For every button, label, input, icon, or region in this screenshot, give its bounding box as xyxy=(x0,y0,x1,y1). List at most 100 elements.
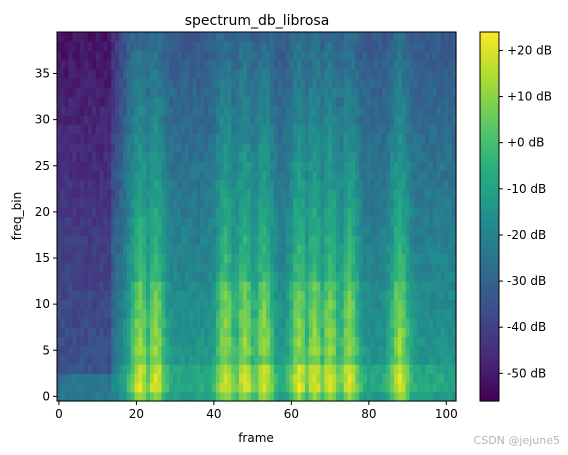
heatmap-cell xyxy=(370,133,376,144)
heatmap-cell xyxy=(211,198,217,208)
heatmap-cell xyxy=(215,234,221,245)
heatmap-cell xyxy=(142,234,147,245)
colorbar-segment xyxy=(480,225,499,231)
heatmap-cell xyxy=(351,336,356,347)
heatmap-cell xyxy=(281,32,287,42)
heatmap-cell xyxy=(99,345,105,356)
heatmap-cell xyxy=(258,354,263,365)
heatmap-cell xyxy=(425,244,430,254)
heatmap-cell xyxy=(76,105,81,116)
heatmap-cell xyxy=(382,281,387,291)
heatmap-cell xyxy=(157,50,163,61)
heatmap-cell xyxy=(161,225,167,236)
heatmap-cell xyxy=(242,234,248,245)
heatmap-cell xyxy=(146,133,151,144)
heatmap-cell xyxy=(196,225,201,236)
heatmap-cell xyxy=(99,244,105,254)
heatmap-cell xyxy=(111,327,116,338)
heatmap-cell xyxy=(312,170,318,181)
heatmap-cell xyxy=(285,170,291,181)
heatmap-cell xyxy=(157,234,163,245)
heatmap-cell xyxy=(246,207,252,218)
heatmap-cell xyxy=(273,391,279,402)
heatmap-cell xyxy=(173,87,178,98)
heatmap-cell xyxy=(246,142,252,153)
heatmap-cell xyxy=(339,225,345,236)
heatmap-cell xyxy=(316,207,322,218)
heatmap-cell xyxy=(196,68,201,79)
heatmap-cell xyxy=(122,317,128,328)
heatmap-cell xyxy=(405,299,411,310)
heatmap-cell xyxy=(374,253,380,264)
heatmap-cell xyxy=(293,179,298,190)
heatmap-cell xyxy=(339,281,345,291)
heatmap-cell xyxy=(390,244,395,254)
heatmap-cell xyxy=(204,78,209,88)
heatmap-cell xyxy=(165,290,170,301)
heatmap-cell xyxy=(308,32,314,42)
heatmap-cell xyxy=(211,188,217,199)
heatmap-cell xyxy=(417,281,422,291)
heatmap-cell xyxy=(138,391,143,402)
heatmap-cell xyxy=(211,105,217,116)
heatmap-cell xyxy=(397,170,403,181)
heatmap-cell xyxy=(107,59,112,70)
heatmap-cell xyxy=(177,41,182,52)
heatmap-cell xyxy=(242,50,248,61)
heatmap-cell xyxy=(153,50,159,61)
heatmap-cell xyxy=(91,115,97,125)
heatmap-cell xyxy=(87,59,93,70)
colorbar-segment xyxy=(480,110,499,116)
heatmap-cell xyxy=(227,253,232,264)
heatmap-cell xyxy=(444,244,449,254)
heatmap-cell xyxy=(165,32,170,42)
heatmap-cell xyxy=(332,327,337,338)
heatmap-cell xyxy=(231,290,236,301)
heatmap-cell xyxy=(126,207,132,218)
heatmap-cell xyxy=(409,373,414,384)
heatmap-cell xyxy=(308,308,314,319)
heatmap-cell xyxy=(386,253,391,264)
heatmap-cell xyxy=(428,345,434,356)
heatmap-cell xyxy=(76,391,81,402)
heatmap-cell xyxy=(99,59,105,70)
heatmap-cell xyxy=(242,142,248,153)
heatmap-cell xyxy=(328,170,333,181)
heatmap-cell xyxy=(107,327,112,338)
heatmap-cell xyxy=(115,50,120,61)
heatmap-cell xyxy=(425,262,430,273)
heatmap-cell xyxy=(68,198,74,208)
heatmap-cell xyxy=(312,382,318,393)
heatmap-cell xyxy=(231,179,236,190)
heatmap-cell xyxy=(285,364,291,374)
heatmap-cell xyxy=(293,299,298,310)
heatmap-cell xyxy=(223,87,229,98)
heatmap-cell xyxy=(293,124,298,135)
heatmap-cell xyxy=(359,32,364,42)
colorbar-segment xyxy=(480,359,499,365)
heatmap-cell xyxy=(196,124,201,135)
heatmap-cell xyxy=(72,133,77,144)
heatmap-cell xyxy=(343,179,349,190)
heatmap-cell xyxy=(328,96,333,107)
heatmap-cell xyxy=(448,225,453,236)
heatmap-cell xyxy=(270,308,275,319)
heatmap-cell xyxy=(452,327,457,338)
heatmap-cell xyxy=(204,364,209,374)
heatmap-cell xyxy=(289,225,294,236)
heatmap-cell xyxy=(436,151,442,162)
heatmap-cell xyxy=(153,124,159,135)
colorbar-segment xyxy=(480,304,499,310)
heatmap-cell xyxy=(200,96,205,107)
heatmap-cell xyxy=(425,78,430,88)
heatmap-cell xyxy=(366,78,372,88)
heatmap-cell xyxy=(130,225,136,236)
heatmap-cell xyxy=(103,308,108,319)
heatmap-cell xyxy=(231,364,236,374)
heatmap-cell xyxy=(297,198,302,208)
heatmap-cell xyxy=(425,87,430,98)
heatmap-cell xyxy=(382,327,387,338)
heatmap-cell xyxy=(192,78,198,88)
heatmap-cell xyxy=(99,151,105,162)
heatmap-cell xyxy=(211,364,217,374)
